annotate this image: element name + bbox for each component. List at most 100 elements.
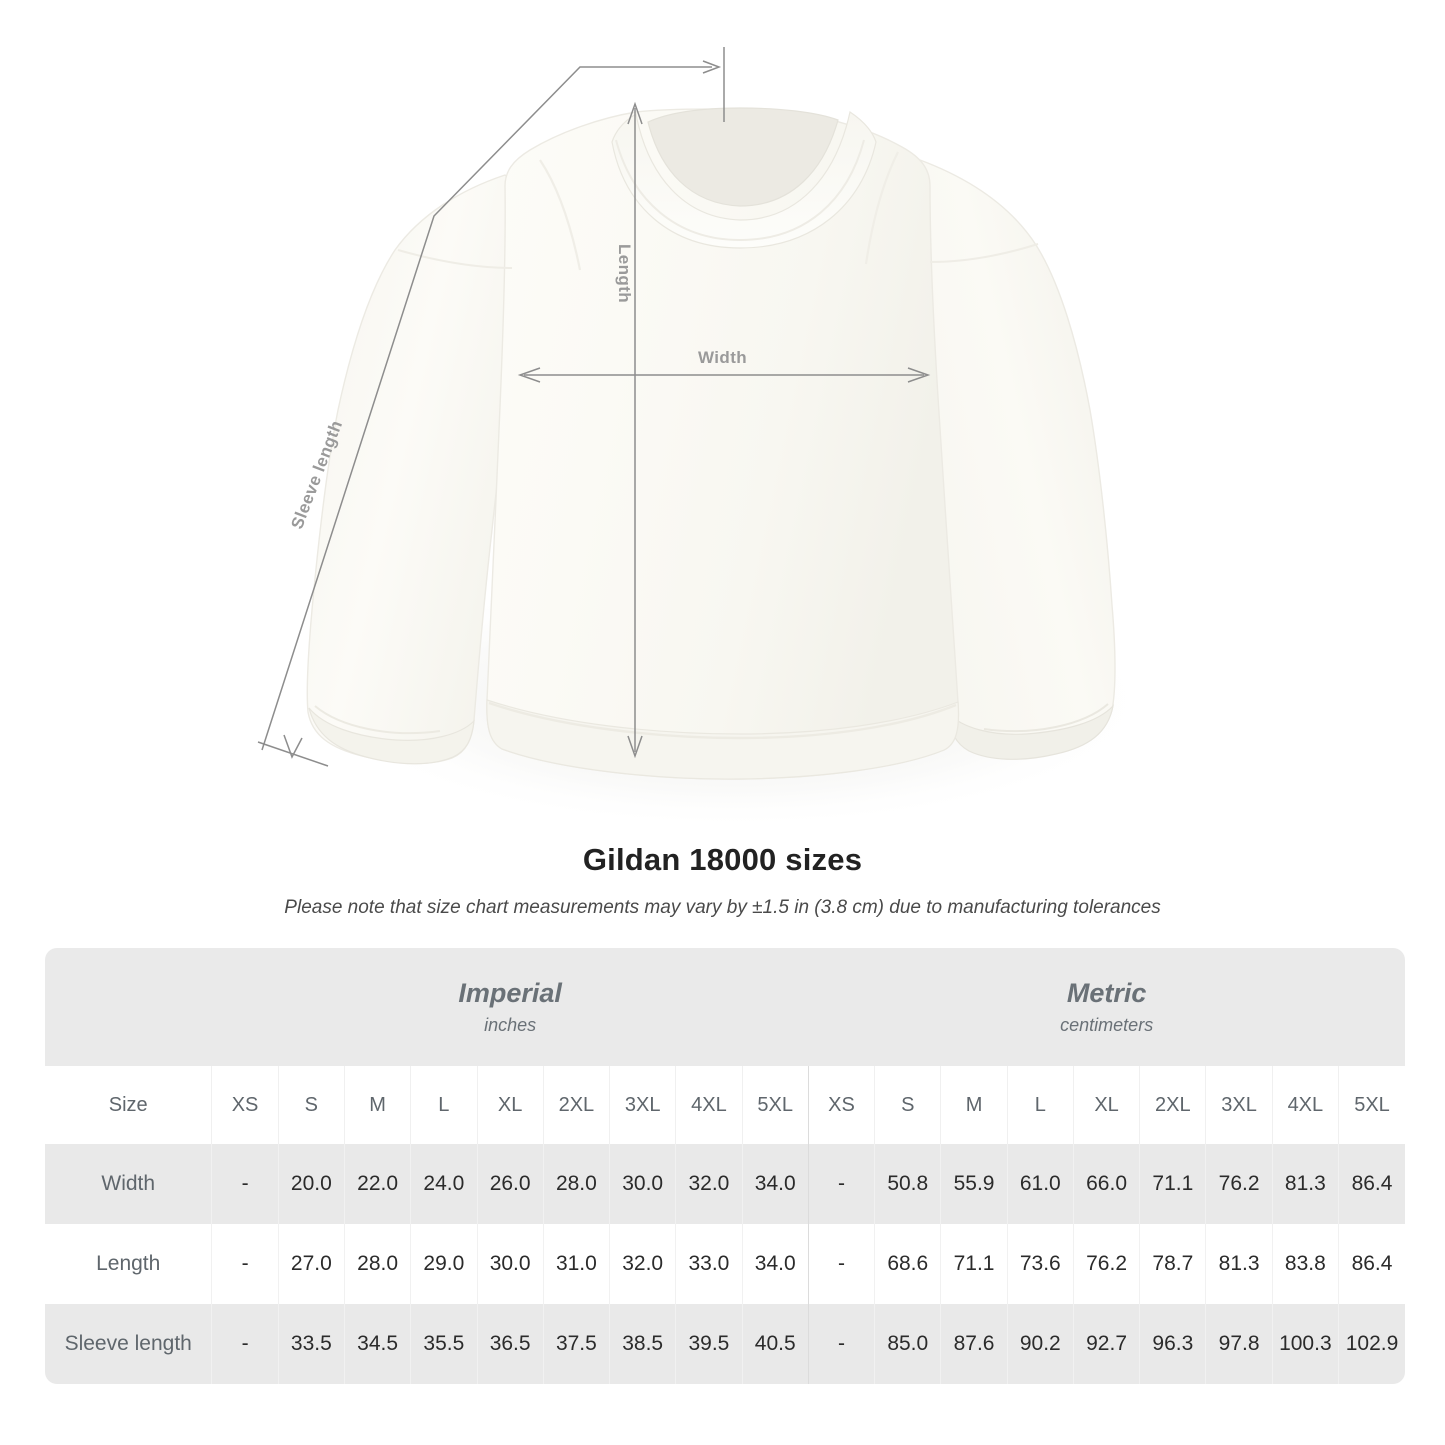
- sleeve-imperial-xl: 36.5: [476, 1304, 544, 1384]
- row-label-sleeve-length: Sleeve length: [45, 1304, 212, 1384]
- width-imperial-xs: -: [211, 1144, 279, 1224]
- width-imperial-l: 24.0: [410, 1144, 477, 1224]
- size-header-imperial-xl: XL: [476, 1066, 544, 1144]
- table-row-width: Width - 20.0 22.0 24.0 26.0 28.0 30.0 32…: [45, 1144, 1405, 1224]
- left-cuff-seam: [314, 705, 441, 735]
- sleeve-imperial-5xl: 40.5: [741, 1304, 809, 1384]
- page-title: Gildan 18000 sizes: [582, 842, 863, 877]
- length-metric-s: 68.6: [874, 1224, 941, 1304]
- width-imperial-m: 22.0: [343, 1144, 411, 1224]
- sleeve-metric-xs: -: [807, 1304, 875, 1384]
- imperial-group-subtitle: inches: [484, 1015, 537, 1035]
- length-arrowhead-up: [627, 101, 643, 125]
- table-corner-cell: [45, 948, 212, 1066]
- bottom-hem: [486, 699, 960, 780]
- garment-illustration: Length Width Sleeve length: [257, 47, 1155, 830]
- width-imperial-5xl: 34.0: [741, 1144, 809, 1224]
- size-header-metric-4xl: 4XL: [1271, 1066, 1339, 1144]
- size-header-imperial-m: M: [343, 1066, 411, 1144]
- length-imperial-4xl: 33.0: [675, 1224, 743, 1304]
- width-metric-5xl: 86.4: [1338, 1144, 1405, 1224]
- size-header-metric-xl: XL: [1072, 1066, 1140, 1144]
- length-dimension-label: Length: [615, 244, 634, 304]
- size-header-metric-s: S: [874, 1066, 941, 1144]
- sleeve-imperial-m: 34.5: [343, 1304, 411, 1384]
- length-imperial-s: 27.0: [277, 1224, 345, 1304]
- sleeve-metric-s: 85.0: [874, 1304, 941, 1384]
- size-header-metric-3xl: 3XL: [1205, 1066, 1273, 1144]
- width-imperial-4xl: 32.0: [675, 1144, 743, 1224]
- width-imperial-xl: 26.0: [476, 1144, 544, 1224]
- sleeve-guide-arrowhead-down: [283, 734, 303, 759]
- width-arrowhead-left: [517, 367, 541, 383]
- length-metric-m: 71.1: [940, 1224, 1008, 1304]
- tolerance-note: Please note that size chart measurements…: [284, 897, 1161, 918]
- measurement-guides: [257, 47, 931, 767]
- right-armhole-seam: [929, 243, 1039, 263]
- width-metric-3xl: 76.2: [1205, 1144, 1273, 1224]
- length-imperial-l: 29.0: [410, 1224, 477, 1304]
- length-imperial-m: 28.0: [343, 1224, 411, 1304]
- size-header-imperial-s: S: [277, 1066, 345, 1144]
- sleeve-metric-l: 90.2: [1006, 1304, 1074, 1384]
- right-shoulder-seam: [864, 151, 899, 265]
- width-imperial-2xl: 28.0: [542, 1144, 610, 1224]
- table-row-length: Length - 27.0 28.0 29.0 30.0 31.0 32.0 3…: [45, 1224, 1405, 1304]
- size-header-metric-m: M: [940, 1066, 1008, 1144]
- collar-rib: [611, 111, 877, 249]
- size-header-imperial-xs: XS: [211, 1066, 279, 1144]
- size-header-metric-5xl: 5XL: [1338, 1066, 1405, 1144]
- width-dimension-label: Width: [698, 348, 748, 367]
- width-metric-m: 55.9: [940, 1144, 1008, 1224]
- hem-seam: [488, 701, 957, 740]
- width-metric-s: 50.8: [874, 1144, 941, 1224]
- size-header-imperial-5xl: 5XL: [741, 1066, 809, 1144]
- length-metric-xs: -: [807, 1224, 875, 1304]
- sleeve-metric-3xl: 97.8: [1205, 1304, 1273, 1384]
- width-metric-l: 61.0: [1006, 1144, 1074, 1224]
- size-header-metric-2xl: 2XL: [1139, 1066, 1206, 1144]
- row-label-length: Length: [45, 1224, 212, 1304]
- sweatshirt-diagram-svg: [257, 47, 1155, 830]
- sleeve-imperial-s: 33.5: [277, 1304, 345, 1384]
- width-metric-xl: 66.0: [1072, 1144, 1140, 1224]
- sweatshirt-body: [486, 108, 960, 780]
- sleeve-metric-5xl: 102.9: [1338, 1304, 1405, 1384]
- length-metric-xl: 76.2: [1072, 1224, 1140, 1304]
- length-metric-2xl: 78.7: [1139, 1224, 1206, 1304]
- sleeve-imperial-4xl: 39.5: [675, 1304, 743, 1384]
- length-imperial-xs: -: [211, 1224, 279, 1304]
- metric-group-header: Metric centimeters: [808, 948, 1405, 1066]
- sleeve-imperial-xs: -: [211, 1304, 279, 1384]
- width-metric-2xl: 71.1: [1139, 1144, 1206, 1224]
- size-header-row: Size XS S M L XL 2XL 3XL 4XL 5XL XS S M …: [45, 1066, 1405, 1144]
- size-column-header: Size: [45, 1066, 212, 1144]
- size-header-metric-xs: XS: [807, 1066, 875, 1144]
- left-cuff: [308, 707, 475, 765]
- length-metric-l: 73.6: [1006, 1224, 1074, 1304]
- left-armhole-seam: [397, 249, 513, 269]
- size-chart-table: Imperial inches Metric centimeters Size …: [45, 948, 1405, 1384]
- imperial-group-title: Imperial: [458, 978, 562, 1008]
- length-imperial-xl: 30.0: [476, 1224, 544, 1304]
- length-metric-4xl: 83.8: [1271, 1224, 1339, 1304]
- row-label-width: Width: [45, 1144, 212, 1224]
- size-header-imperial-4xl: 4XL: [675, 1066, 743, 1144]
- size-header-imperial-l: L: [410, 1066, 477, 1144]
- length-metric-3xl: 81.3: [1205, 1224, 1273, 1304]
- imperial-group-header: Imperial inches: [211, 948, 809, 1066]
- sleeve-guide-arrowhead-right: [702, 60, 722, 74]
- collar-stitch: [615, 139, 865, 242]
- sleeve-imperial-2xl: 37.5: [542, 1304, 610, 1384]
- sleeve-metric-m: 87.6: [940, 1304, 1008, 1384]
- length-imperial-3xl: 32.0: [609, 1224, 676, 1304]
- unit-header-row: Imperial inches Metric centimeters: [45, 948, 1405, 1066]
- title-block: Gildan 18000 sizes Please note that size…: [0, 840, 1445, 920]
- sleeve-metric-xl: 92.7: [1072, 1304, 1140, 1384]
- sleeve-metric-4xl: 100.3: [1271, 1304, 1339, 1384]
- width-arrowhead-right: [907, 367, 931, 383]
- length-imperial-5xl: 34.0: [741, 1224, 809, 1304]
- size-header-imperial-2xl: 2XL: [542, 1066, 610, 1144]
- sleeve-imperial-l: 35.5: [410, 1304, 477, 1384]
- length-imperial-2xl: 31.0: [542, 1224, 610, 1304]
